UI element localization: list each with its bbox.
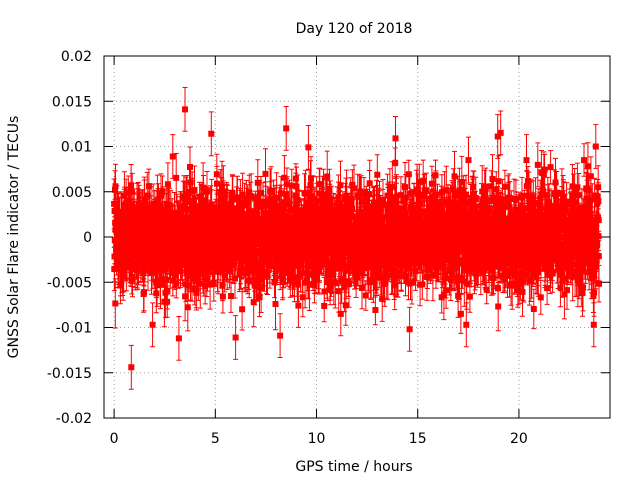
y-tick-label: 0.015 xyxy=(52,94,92,110)
chart-title: Day 120 of 2018 xyxy=(296,21,413,37)
y-tick-label: -0.01 xyxy=(56,321,92,337)
x-tick-label: 0 xyxy=(110,431,119,447)
x-tick-label: 5 xyxy=(211,431,220,447)
x-tick-label: 20 xyxy=(510,431,528,447)
data-series xyxy=(111,87,602,390)
data-point-markers xyxy=(111,106,602,371)
x-tick-label: 15 xyxy=(409,431,427,447)
x-tick-label: 10 xyxy=(308,431,326,447)
x-axis-label: GPS time / hours xyxy=(295,459,412,475)
y-tick-label: -0.005 xyxy=(47,275,92,291)
axes: -0.02 -0.015 -0.01 -0.005 0 0.005 0.01 0.015 0.0… xyxy=(47,49,610,447)
y-tick-label: 0.01 xyxy=(61,140,92,156)
y-tick-label: 0.005 xyxy=(52,185,92,201)
y-tick-label: 0.02 xyxy=(61,49,92,65)
y-tick-label: 0 xyxy=(83,230,92,246)
y-axis-label: GNSS Solar Flare indicator / TECUs xyxy=(6,116,22,359)
y-tick-label: -0.015 xyxy=(47,366,92,382)
y-tick-label: -0.02 xyxy=(56,411,92,427)
